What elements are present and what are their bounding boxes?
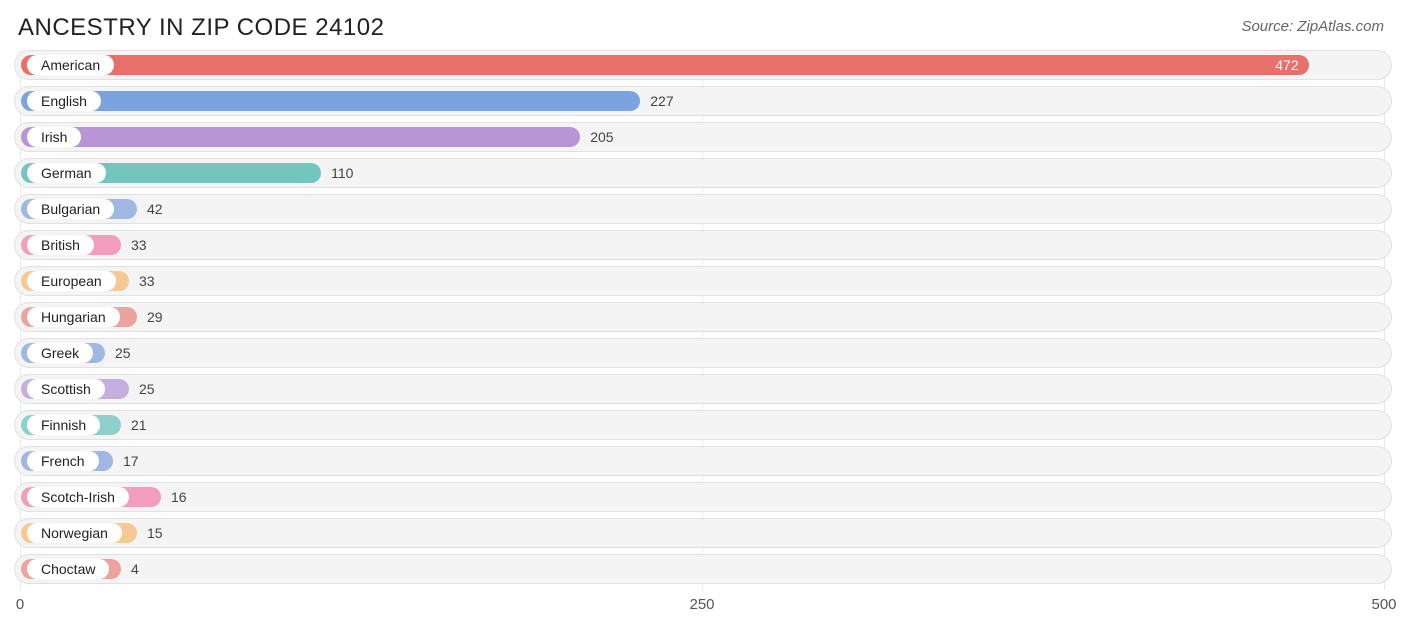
bar-label: French — [27, 451, 99, 471]
bar-row: Irish 205 — [14, 122, 1392, 152]
chart-source: Source: ZipAtlas.com — [1241, 18, 1384, 35]
bar-row: Norwegian 15 — [14, 518, 1392, 548]
bar-label: Choctaw — [27, 559, 109, 579]
bar-row: Hungarian 29 — [14, 302, 1392, 332]
bar-value: 15 — [147, 519, 163, 547]
bar-value: 110 — [331, 159, 353, 187]
bar — [21, 127, 580, 147]
bar-row: French 17 — [14, 446, 1392, 476]
bar-label: Bulgarian — [27, 199, 114, 219]
bar-label: American — [27, 55, 114, 75]
chart-header: ANCESTRY IN ZIP CODE 24102 Source: ZipAt… — [0, 0, 1406, 50]
bar-value: 205 — [590, 123, 613, 151]
bar-value: 42 — [147, 195, 163, 223]
bar-label: British — [27, 235, 94, 255]
bar-value: 4 — [131, 555, 139, 583]
bar-value: 25 — [139, 375, 155, 403]
bar-label: European — [27, 271, 116, 291]
bar-value: 16 — [171, 483, 187, 511]
bar-row: 472 American — [14, 50, 1392, 80]
bar-label: Norwegian — [27, 523, 122, 543]
bar-row: Greek 25 — [14, 338, 1392, 368]
bar-row: Scotch-Irish 16 — [14, 482, 1392, 512]
chart-area: 472 American English 227 Irish 205 German 110 Bu… — [0, 50, 1406, 590]
bar-label: Scottish — [27, 379, 105, 399]
bar-row: Scottish 25 — [14, 374, 1392, 404]
bar-row: British 33 — [14, 230, 1392, 260]
bar-label: Greek — [27, 343, 93, 363]
bar-value: 33 — [139, 267, 155, 295]
bar-label: German — [27, 163, 106, 183]
axis-tick-label: 0 — [16, 596, 24, 613]
bar-label: English — [27, 91, 101, 111]
bar-label: Scotch-Irish — [27, 487, 129, 507]
bar-row: Choctaw 4 — [14, 554, 1392, 584]
bar-value: 25 — [115, 339, 131, 367]
chart-title: ANCESTRY IN ZIP CODE 24102 — [18, 14, 384, 42]
bar-value: 29 — [147, 303, 163, 331]
bar: 472 — [21, 55, 1309, 75]
bar-value: 17 — [123, 447, 139, 475]
bar-row: Finnish 21 — [14, 410, 1392, 440]
axis-tick-label: 500 — [1371, 596, 1396, 613]
x-axis: 0250500 — [14, 590, 1392, 630]
bar-label: Irish — [27, 127, 81, 147]
bar-value: 227 — [650, 87, 673, 115]
axis-tick-label: 250 — [689, 596, 714, 613]
bar-row: European 33 — [14, 266, 1392, 296]
bar-row: Bulgarian 42 — [14, 194, 1392, 224]
bar-label: Finnish — [27, 415, 100, 435]
bar-value: 21 — [131, 411, 147, 439]
bar-row: English 227 — [14, 86, 1392, 116]
bar-row: German 110 — [14, 158, 1392, 188]
bar-value: 472 — [1275, 55, 1298, 75]
bar-value: 33 — [131, 231, 147, 259]
bar-label: Hungarian — [27, 307, 120, 327]
bar — [21, 91, 640, 111]
